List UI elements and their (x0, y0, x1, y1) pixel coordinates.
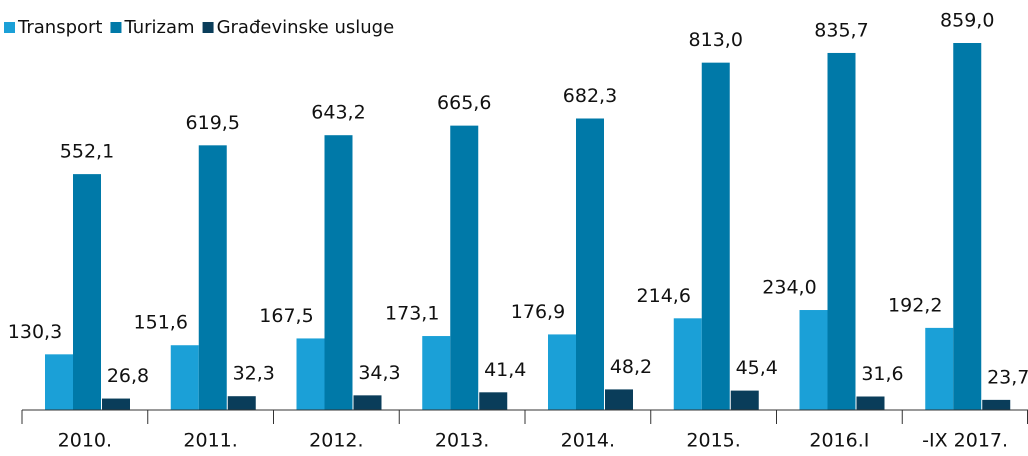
value-label: 665,6 (437, 92, 491, 114)
value-label: 151,6 (134, 312, 188, 334)
bar (576, 118, 604, 411)
bar (730, 390, 759, 410)
bar (296, 338, 325, 410)
bar (170, 345, 199, 410)
x-tick-label: 2015. (686, 430, 740, 452)
legend-label: Turizam (123, 17, 194, 38)
bar (422, 336, 451, 410)
bar (102, 398, 130, 410)
bar (701, 62, 730, 411)
value-label: 48,2 (610, 356, 652, 378)
value-label: 26,8 (107, 365, 149, 387)
bar (548, 334, 576, 410)
value-label: 34,3 (358, 362, 400, 384)
bar (324, 135, 353, 410)
bar (799, 310, 828, 410)
bar (227, 396, 256, 410)
value-label: 31,6 (861, 363, 903, 385)
value-label: 859,0 (940, 10, 994, 32)
value-label: 234,0 (762, 277, 816, 299)
legend-label: Transport (17, 17, 102, 38)
bar (925, 327, 954, 410)
legend-swatch (4, 22, 15, 33)
bar (673, 318, 702, 410)
x-tick-label: 2014. (561, 430, 615, 452)
bar (450, 125, 479, 410)
value-label: 214,6 (637, 285, 691, 307)
bar (982, 399, 1011, 410)
legend-swatch (202, 22, 214, 33)
x-tick-label: 2011. (183, 430, 237, 452)
value-label: 682,3 (563, 85, 617, 107)
value-label: 619,5 (186, 112, 240, 134)
value-label: 45,4 (736, 357, 778, 379)
bar (827, 52, 856, 411)
x-tick-label: 2016.I (809, 430, 869, 452)
bar (953, 43, 982, 410)
value-label: 643,2 (311, 102, 365, 124)
value-label: 835,7 (814, 19, 868, 41)
value-label: 552,1 (60, 141, 114, 163)
x-tick-label: 2012. (309, 430, 363, 452)
value-label: 192,2 (888, 294, 942, 316)
value-label: 23,7 (987, 366, 1028, 388)
bar (73, 174, 101, 410)
bar (353, 395, 382, 410)
bar (45, 354, 73, 410)
x-tick-label: -IX 2017. (922, 430, 1008, 452)
bar (605, 389, 633, 410)
value-label: 167,5 (259, 305, 313, 327)
value-label: 130,3 (8, 321, 62, 343)
bar (479, 392, 508, 410)
bar (856, 396, 885, 410)
value-label: 41,4 (484, 359, 526, 381)
value-label: 176,9 (511, 301, 565, 323)
legend-label: Građevinske usluge (217, 17, 395, 38)
value-label: 813,0 (689, 29, 743, 51)
x-tick-label: 2013. (435, 430, 489, 452)
value-label: 173,1 (385, 303, 439, 325)
value-label: 32,3 (233, 363, 275, 385)
legend-swatch (110, 22, 122, 33)
bar (198, 145, 227, 410)
x-tick-label: 2010. (58, 430, 112, 452)
